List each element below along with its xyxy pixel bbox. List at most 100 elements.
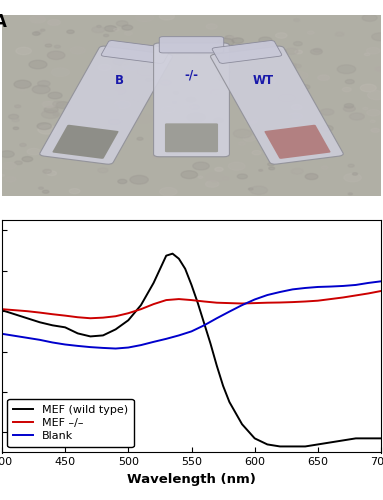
Circle shape: [367, 48, 380, 54]
MEF –/–: [0, 306, 4, 312]
Circle shape: [249, 62, 267, 71]
Circle shape: [92, 26, 105, 32]
Circle shape: [98, 64, 111, 70]
MEF (wild type): [164, 252, 169, 258]
Blank: [366, 280, 371, 286]
Circle shape: [218, 76, 228, 80]
Circle shape: [294, 18, 300, 22]
Circle shape: [97, 26, 101, 28]
Circle shape: [44, 106, 58, 113]
MEF –/–: [88, 315, 93, 321]
Circle shape: [293, 64, 301, 68]
Blank: [227, 308, 232, 314]
Blank: [290, 286, 295, 292]
Blank: [151, 339, 156, 345]
Circle shape: [42, 110, 59, 118]
Text: -/-: -/-: [185, 68, 198, 81]
Circle shape: [308, 31, 314, 34]
FancyBboxPatch shape: [52, 125, 119, 159]
Circle shape: [223, 177, 229, 180]
Blank: [88, 344, 93, 350]
MEF (wild type): [202, 320, 206, 326]
MEF (wild type): [189, 282, 194, 288]
Legend: MEF (wild type), MEF –/–, Blank: MEF (wild type), MEF –/–, Blank: [8, 399, 134, 447]
MEF (wild type): [316, 442, 320, 448]
Circle shape: [225, 36, 233, 40]
Circle shape: [295, 50, 303, 54]
FancyBboxPatch shape: [101, 40, 171, 64]
Circle shape: [113, 58, 129, 66]
FancyBboxPatch shape: [159, 36, 224, 53]
MEF –/–: [290, 299, 295, 305]
Circle shape: [133, 94, 149, 102]
Blank: [126, 344, 131, 350]
Circle shape: [363, 108, 368, 110]
MEF (wild type): [113, 326, 118, 332]
Circle shape: [160, 188, 177, 196]
Circle shape: [53, 101, 64, 106]
Circle shape: [114, 100, 131, 108]
Circle shape: [43, 102, 56, 107]
Blank: [303, 285, 308, 291]
MEF (wild type): [38, 320, 42, 326]
Circle shape: [54, 45, 61, 48]
Circle shape: [86, 127, 95, 132]
Circle shape: [167, 147, 182, 154]
FancyBboxPatch shape: [2, 15, 381, 196]
Circle shape: [146, 78, 152, 82]
Circle shape: [135, 114, 152, 122]
Circle shape: [118, 180, 127, 184]
Blank: [50, 340, 55, 345]
MEF –/–: [354, 292, 358, 298]
Circle shape: [90, 107, 98, 110]
Circle shape: [292, 75, 297, 78]
Circle shape: [13, 127, 19, 130]
Circle shape: [35, 31, 42, 34]
MEF –/–: [126, 310, 131, 316]
MEF –/–: [151, 301, 156, 307]
MEF –/–: [252, 300, 257, 306]
Circle shape: [137, 138, 143, 140]
Circle shape: [368, 90, 383, 100]
Circle shape: [210, 90, 222, 95]
Circle shape: [372, 33, 383, 40]
Circle shape: [375, 66, 383, 71]
Circle shape: [291, 168, 303, 174]
Circle shape: [159, 13, 175, 20]
Circle shape: [51, 68, 70, 76]
Circle shape: [309, 140, 320, 144]
MEF (wild type): [75, 330, 80, 336]
Circle shape: [17, 86, 27, 91]
Circle shape: [177, 52, 182, 55]
Circle shape: [233, 129, 252, 138]
MEF (wild type): [126, 318, 131, 324]
Circle shape: [344, 106, 355, 112]
Circle shape: [56, 102, 70, 108]
X-axis label: Wavelength (nm): Wavelength (nm): [127, 473, 256, 486]
Circle shape: [291, 104, 302, 110]
Circle shape: [30, 16, 46, 23]
Circle shape: [349, 113, 364, 120]
Circle shape: [12, 118, 19, 122]
MEF (wild type): [0, 307, 4, 313]
FancyBboxPatch shape: [154, 43, 229, 156]
Circle shape: [45, 44, 52, 47]
Circle shape: [47, 171, 57, 175]
Circle shape: [67, 30, 74, 34]
Blank: [278, 289, 282, 295]
Circle shape: [75, 138, 85, 143]
Circle shape: [14, 80, 31, 88]
Circle shape: [305, 174, 318, 180]
MEF –/–: [328, 296, 333, 302]
MEF –/–: [214, 300, 219, 306]
Circle shape: [105, 72, 121, 80]
MEF (wild type): [328, 440, 333, 446]
Circle shape: [239, 142, 246, 145]
Blank: [25, 335, 29, 341]
Circle shape: [242, 46, 250, 48]
Circle shape: [295, 160, 299, 162]
Blank: [113, 346, 118, 352]
Circle shape: [186, 98, 196, 102]
Circle shape: [41, 29, 45, 31]
Circle shape: [107, 104, 118, 110]
